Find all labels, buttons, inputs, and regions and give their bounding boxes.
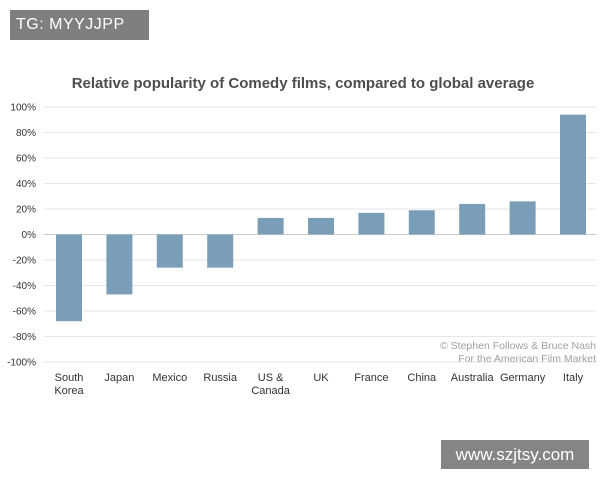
x-tick-label: France	[354, 372, 388, 384]
bar	[408, 210, 435, 235]
bar	[56, 234, 82, 322]
bar	[106, 234, 133, 295]
y-tick-label: 0%	[22, 230, 37, 241]
chart-title: Relative popularity of Comedy films, com…	[72, 75, 535, 92]
y-tick-label: -80%	[13, 332, 36, 343]
y-tick-label: 80%	[16, 128, 36, 139]
y-tick-label: -100%	[7, 358, 36, 369]
bar	[207, 234, 234, 268]
x-tick-label: Mexico	[152, 372, 187, 384]
x-tick-label: Australia	[451, 372, 495, 384]
watermark-tag: TG: MYYJJPP	[10, 10, 149, 40]
bar	[459, 203, 486, 235]
x-tick-label: Germany	[500, 372, 546, 384]
bar	[560, 114, 586, 235]
credit-line-1: © Stephen Follows & Bruce Nash	[440, 340, 596, 352]
x-tick-label: Korea	[54, 385, 84, 397]
y-tick-label: 100%	[10, 103, 36, 114]
y-axis-ticks: 100% 80% 60% 40% 20% 0% -20% -40% -60% -80% -100%	[7, 103, 36, 369]
bar	[257, 217, 284, 235]
x-tick-label: South	[55, 372, 84, 384]
x-tick-label: US &	[258, 372, 284, 384]
bars	[56, 114, 586, 322]
y-tick-label: -20%	[13, 256, 36, 267]
x-tick-label: UK	[313, 372, 329, 384]
bar	[358, 212, 385, 235]
x-tick-label: Italy	[563, 372, 584, 384]
bar	[308, 217, 334, 235]
bar	[509, 201, 536, 235]
x-tick-label: Japan	[104, 372, 134, 384]
y-tick-label: -40%	[13, 281, 36, 292]
bar	[156, 234, 183, 268]
x-tick-label: China	[407, 372, 437, 384]
credit: © Stephen Follows & Bruce Nash For the A…	[440, 340, 596, 365]
credit-line-2: For the American Film Market	[458, 353, 596, 365]
x-tick-label: Canada	[251, 385, 290, 397]
y-tick-label: 40%	[16, 179, 36, 190]
watermark-site: www.szjtsy.com	[441, 440, 589, 469]
x-tick-label: Russia	[203, 372, 238, 384]
y-tick-label: -60%	[13, 307, 36, 318]
y-tick-label: 20%	[16, 205, 36, 216]
y-tick-label: 60%	[16, 154, 36, 165]
